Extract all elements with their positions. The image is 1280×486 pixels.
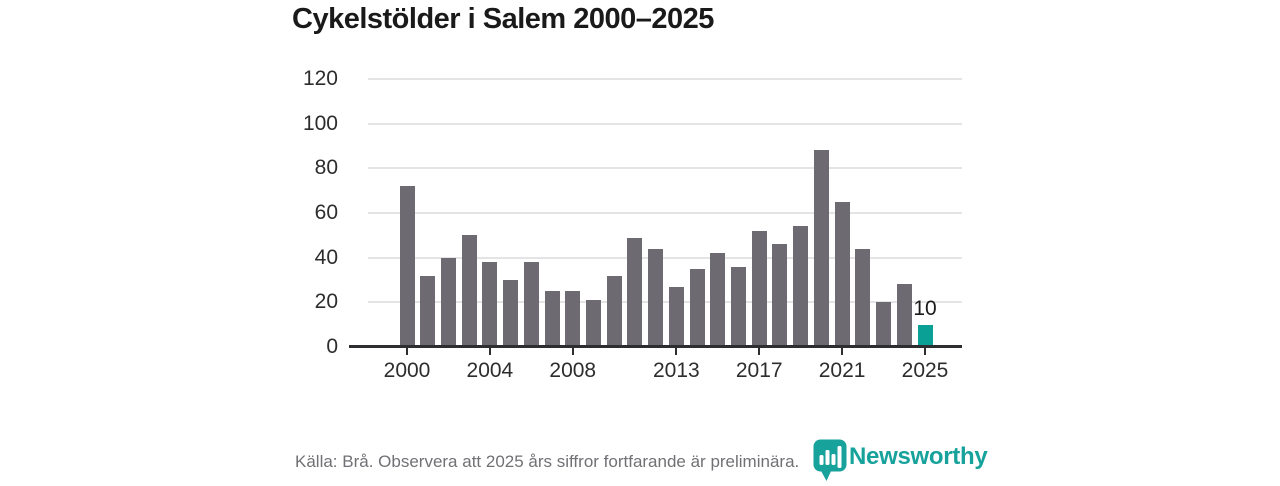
bar-2011 [627,237,643,347]
x-axis-label-2017: 2017 [735,359,783,382]
x-axis-label-2008: 2008 [549,359,597,382]
bar-2014 [689,268,705,347]
x-axis-label-2000: 2000 [383,359,431,382]
y-axis-label-40: 40 [314,245,338,269]
bar-value-label-2025: 10 [913,296,937,320]
bar-2022 [855,248,871,347]
y-axis-label-60: 60 [314,201,338,224]
x-tick-2025 [924,347,926,355]
chart-title: Cykelstölder i Salem 2000–2025 [292,3,714,35]
bar-2012 [648,248,664,347]
bar-2020 [813,150,829,347]
y-axis-label-0: 0 [326,335,338,358]
x-axis-label-2025: 2025 [901,359,949,382]
x-tick-2004 [488,347,491,355]
gridline-y-100 [368,122,962,125]
source-note: Källa: Brå. Observera att 2025 års siffr… [295,452,800,471]
bar-2007 [544,291,560,347]
bar-2008 [565,291,581,347]
bar-2013 [668,286,684,347]
gridline-y-40 [368,256,962,259]
x-axis-label-2021: 2021 [818,359,866,382]
bar-2021 [834,201,850,347]
bar-2004 [482,262,498,347]
gridline-y-120 [368,78,962,80]
bar-2025 [917,324,933,347]
bar-2009 [585,300,601,347]
bar-2000 [399,186,415,347]
x-axis-line [349,345,962,348]
bar-2001 [420,275,436,347]
gridline-y-20 [368,301,962,304]
x-tick-2021 [841,347,844,355]
y-axis-label-120: 120 [302,67,338,90]
y-axis-label-20: 20 [314,290,338,314]
bar-2018 [772,244,788,347]
bar-2006 [523,262,539,347]
bar-2019 [793,226,809,347]
x-tick-2013 [675,347,678,355]
x-tick-2017 [758,347,761,355]
bar-2023 [876,302,892,347]
x-axis-label-2004: 2004 [466,359,514,382]
plot-area: 0 20 40 60 80 100 120 2000 2004 2008 2013 2017 2021 2… [303,68,962,382]
y-axis-label-100: 100 [302,111,338,135]
gridline-y-60 [368,212,962,214]
x-axis-label-2013: 2013 [653,359,700,382]
bar-2024 [896,284,912,347]
bar-2017 [751,230,767,347]
bar-2010 [606,275,622,347]
bar-2016 [731,266,747,347]
bar-2003 [461,235,477,347]
bar-2015 [710,253,726,347]
bar-2005 [503,280,519,347]
bar-2002 [440,257,456,347]
y-axis-label-80: 80 [314,156,338,180]
gridline-y-80 [368,167,962,170]
newsworthy-logo-icon [813,439,847,486]
x-tick-2008 [571,347,574,355]
newsworthy-wordmark: Newsworthy [849,443,988,470]
x-tick-2000 [406,347,408,355]
